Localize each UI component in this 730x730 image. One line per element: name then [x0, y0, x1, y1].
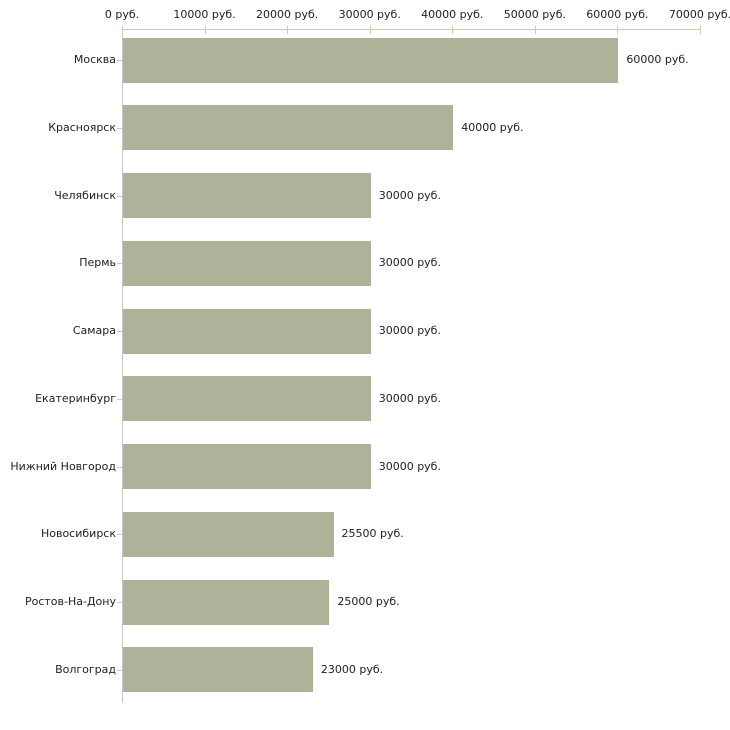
value-label: 25500 руб. — [341, 527, 404, 541]
value-label: 30000 руб. — [378, 256, 441, 270]
x-axis-tick-label: 20000 руб. — [256, 8, 319, 21]
x-axis-tick-label: 50000 руб. — [503, 8, 566, 21]
bar — [123, 173, 371, 219]
category-label: Волгоград — [55, 662, 116, 676]
category-label: Ростов-На-Дону — [24, 595, 116, 609]
category-label: Челябинск — [54, 188, 116, 202]
y-axis-tick-mark — [117, 466, 122, 468]
value-label: 30000 руб. — [378, 324, 441, 338]
x-axis-tick-label: 70000 руб. — [668, 8, 730, 21]
value-label: 30000 руб. — [378, 459, 441, 473]
y-axis-tick-mark — [117, 669, 122, 671]
y-axis-tick-mark — [117, 534, 122, 536]
y-axis-tick-mark — [117, 195, 122, 197]
bar — [123, 444, 371, 490]
bar — [123, 240, 371, 286]
y-axis-tick-mark — [117, 602, 122, 604]
value-label: 60000 руб. — [626, 53, 689, 67]
value-label: 30000 руб. — [378, 391, 441, 405]
category-label: Новосибирск — [40, 527, 116, 541]
bar — [123, 105, 454, 151]
bar — [123, 308, 371, 354]
x-axis-tick-label: 30000 руб. — [338, 8, 401, 21]
bar — [123, 579, 330, 625]
x-axis-tick-mark — [122, 26, 123, 34]
x-axis-tick-mark — [617, 26, 619, 34]
x-axis-tick-mark — [700, 26, 701, 34]
bar — [123, 647, 313, 693]
value-label: 40000 руб. — [461, 120, 524, 134]
y-axis-tick-mark — [117, 398, 122, 400]
x-axis-line — [122, 29, 701, 30]
x-axis-tick-mark — [369, 26, 371, 34]
x-axis-tick-mark — [287, 26, 289, 34]
x-axis-tick-label: 0 руб. — [104, 8, 140, 21]
value-label: 23000 руб. — [320, 662, 384, 676]
category-label: Самара — [72, 324, 116, 338]
x-axis-tick-label: 60000 руб. — [586, 8, 649, 21]
value-label: 30000 руб. — [378, 188, 441, 202]
category-label: Москва — [73, 53, 116, 67]
x-axis-tick-label: 40000 руб. — [421, 8, 484, 21]
y-axis-tick-mark — [117, 263, 122, 265]
bar — [123, 37, 619, 83]
x-axis-tick-mark — [534, 26, 536, 34]
y-axis-tick-mark — [117, 60, 122, 62]
bar — [123, 511, 334, 557]
category-label: Нижний Новгород — [10, 459, 116, 473]
bar — [123, 376, 371, 422]
x-axis-tick-mark — [452, 26, 454, 34]
y-axis-tick-mark — [117, 331, 122, 333]
y-axis-tick-mark — [117, 127, 122, 129]
category-label: Екатеринбург — [35, 391, 116, 405]
x-axis-tick-label: 10000 руб. — [173, 8, 236, 21]
category-label: Красноярск — [48, 120, 116, 134]
x-axis-tick-mark — [204, 26, 206, 34]
y-axis-line — [122, 29, 123, 703]
category-label: Пермь — [79, 256, 116, 270]
value-label: 25000 руб. — [337, 595, 400, 609]
